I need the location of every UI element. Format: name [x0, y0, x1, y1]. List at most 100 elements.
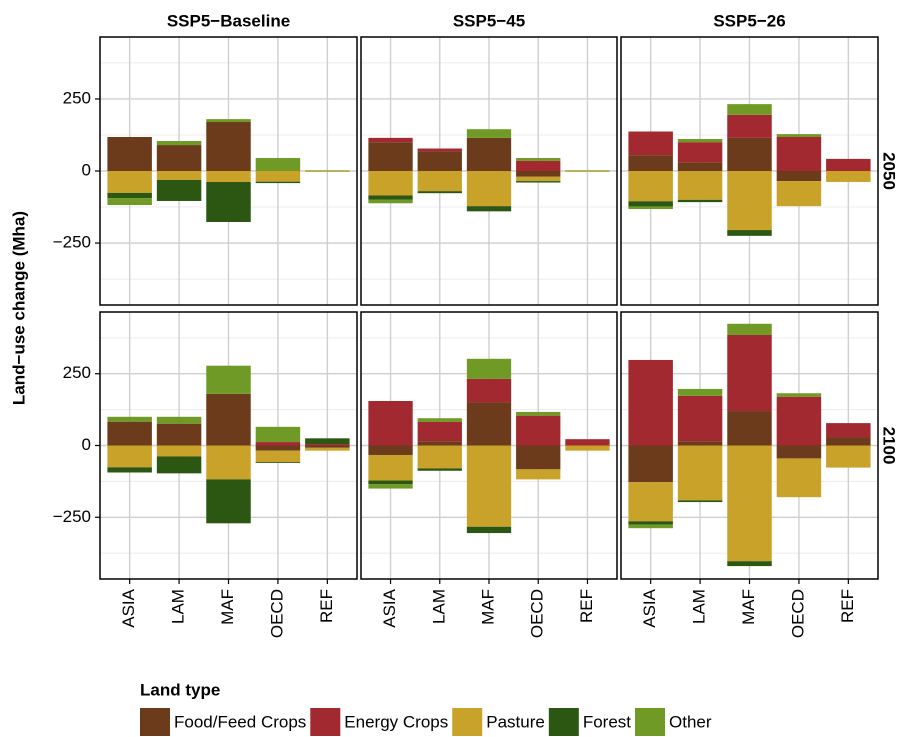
bar-segment [516, 415, 561, 446]
bar-segment [107, 171, 152, 193]
legend-label: Other [669, 712, 712, 731]
y-tick-label: 250 [63, 88, 91, 107]
bar-segment [305, 447, 350, 451]
legend-key [310, 708, 341, 736]
bar-segment [516, 160, 561, 171]
bar-segment [206, 445, 251, 480]
bar-segment [107, 136, 152, 171]
bar-segment [826, 423, 871, 438]
bar-segment [255, 426, 301, 443]
bar-segment [156, 145, 202, 171]
x-tick-label: ASIA [380, 588, 399, 627]
bar-segment [206, 122, 251, 171]
bar-segment [466, 137, 512, 171]
bar-segment [466, 129, 512, 138]
bar-segment [677, 162, 723, 171]
x-tick-label: REF [838, 589, 857, 623]
bar-segment [628, 524, 673, 529]
bar-segment [255, 181, 301, 184]
bar-segment [156, 456, 202, 474]
bar-segment [565, 170, 610, 171]
bar-segment [516, 181, 561, 183]
bar-segment [565, 439, 610, 446]
bar-segment [727, 561, 772, 567]
y-tick-label: 0 [82, 160, 91, 179]
bar-segment [466, 445, 512, 527]
bar-segment [727, 137, 772, 171]
legend-key [140, 708, 170, 736]
x-tick-label: REF [577, 589, 596, 623]
bar-segment [206, 365, 251, 394]
x-tick-label: MAF [218, 589, 237, 625]
bar-segment [628, 206, 673, 210]
bar-segment [255, 445, 301, 451]
bar-segment [628, 445, 673, 483]
bar-segment [107, 416, 152, 422]
bar-segment [826, 445, 871, 468]
bar-segment [107, 192, 152, 199]
bar-segment [206, 393, 251, 446]
bar-segment [368, 445, 413, 455]
y-tick-label: 0 [82, 435, 91, 454]
bar-segment [516, 176, 561, 182]
bar-segment [677, 395, 723, 442]
bar-segment [466, 378, 512, 403]
bar-segment [727, 114, 772, 138]
bar-segment [368, 401, 413, 446]
bar-segment [776, 445, 822, 459]
x-tick-label: ASIA [119, 588, 138, 627]
bar-segment [417, 151, 462, 171]
facet-column-label: SSP5−45 [453, 11, 525, 30]
bar-segment [368, 142, 413, 171]
bar-segment [156, 423, 202, 446]
bar-segment [156, 179, 202, 201]
bar-segment [368, 195, 413, 200]
bar-segment [628, 359, 673, 446]
x-tick-label: LAM [690, 589, 709, 624]
bar-segment [466, 171, 512, 207]
bar-segment [107, 445, 152, 468]
legend-label: Food/Feed Crops [174, 712, 306, 731]
bar-segment [628, 131, 673, 156]
bar-segment [206, 119, 251, 123]
bar-segment [516, 469, 561, 480]
bar-segment [368, 171, 413, 196]
panel-border [620, 36, 879, 306]
bar-segment [516, 411, 561, 416]
bar-segment [107, 198, 152, 206]
bar-segment [305, 445, 350, 448]
facet-row-label: 2100 [880, 427, 899, 465]
bar-segment [255, 442, 301, 446]
facet-column-label: SSP5−Baseline [167, 11, 290, 30]
legend-label: Pasture [486, 712, 545, 731]
x-tick-label: MAF [739, 589, 758, 625]
bar-segment [826, 437, 871, 446]
bar-segment [516, 158, 561, 161]
facet-column-label: SSP5−26 [713, 11, 785, 30]
bar-segment [776, 181, 822, 207]
bar-segment [368, 480, 413, 485]
bar-segment [255, 158, 301, 171]
legend-label: Forest [583, 712, 631, 731]
bar-segment [417, 148, 462, 152]
bar-segment [417, 421, 462, 442]
x-tick-label: ASIA [640, 588, 659, 627]
bar-segment [368, 484, 413, 489]
bar-segment [628, 155, 673, 171]
bar-segment [727, 445, 772, 562]
bar-segment [255, 171, 301, 182]
bar-segment [156, 141, 202, 146]
bar-segment [727, 334, 772, 412]
bar-segment [677, 142, 723, 163]
x-tick-label: OECD [267, 589, 286, 638]
bar-segment [776, 458, 822, 498]
y-tick-label: −250 [53, 507, 91, 526]
bar-segment [727, 411, 772, 446]
legend-key [452, 708, 483, 736]
bar-segment [417, 441, 462, 446]
panel-border [360, 36, 618, 306]
bar-segment [156, 445, 202, 457]
x-tick-label: REF [317, 589, 336, 623]
